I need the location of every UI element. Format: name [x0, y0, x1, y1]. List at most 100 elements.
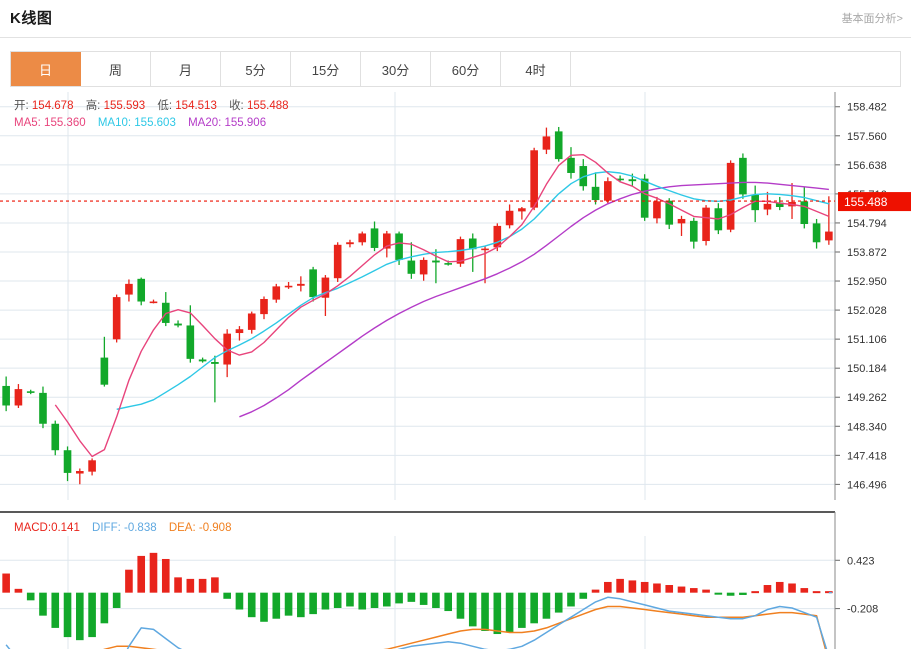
period-tabbar: 日周月 5分 15分 30分 60分 4时 — [10, 51, 901, 87]
macd-histogram-bar — [788, 583, 796, 593]
macd-histogram-bar — [100, 592, 109, 624]
candle-body — [346, 242, 354, 245]
macd-histogram-bar — [579, 592, 588, 599]
macd-histogram-bar — [616, 578, 624, 593]
candle-body — [542, 136, 551, 150]
macd-histogram-bar — [211, 577, 219, 593]
macd-histogram-bar — [419, 592, 428, 605]
candle-body — [14, 389, 23, 406]
candle-body — [505, 210, 514, 226]
macd-histogram-bar — [76, 592, 84, 641]
candle-body — [812, 223, 821, 243]
tab-日[interactable]: 日 — [11, 52, 81, 86]
candle-body — [321, 277, 330, 298]
macd-histogram-bar — [382, 592, 391, 607]
candle-body — [260, 298, 268, 315]
chart-area[interactable]: 158.482157.560156.638155.716154.794153.8… — [0, 88, 911, 649]
candle-body — [616, 178, 624, 181]
tab-5分[interactable]: 5分 — [221, 52, 291, 86]
candle-body — [125, 283, 133, 295]
price-axis-tick: 152.950 — [847, 276, 887, 288]
candle-body — [370, 228, 379, 248]
candle-body — [432, 260, 440, 263]
macd-histogram-bar — [14, 588, 23, 593]
macd-histogram-bar — [223, 592, 231, 599]
macd-histogram-bar — [714, 592, 723, 595]
candle-body — [640, 178, 649, 218]
macd-histogram-bar — [358, 592, 367, 610]
price-axis-tick: 150.184 — [847, 363, 887, 375]
candle-body — [739, 157, 747, 195]
candle-body — [174, 323, 182, 326]
macd-histogram-bar — [640, 581, 649, 593]
macd-histogram-bar — [63, 592, 72, 638]
candle-body — [677, 218, 686, 224]
candle-body — [628, 179, 637, 182]
price-axis-tick: 147.418 — [847, 450, 887, 462]
candle-body — [493, 225, 502, 248]
macd-histogram-bar — [567, 592, 575, 607]
macd-histogram-bar — [161, 558, 170, 593]
candle-body — [530, 150, 538, 208]
candle-body — [26, 391, 35, 393]
tab-月[interactable]: 月 — [151, 52, 221, 86]
candle-body — [39, 392, 47, 424]
macd-histogram-bar — [628, 580, 637, 593]
kline-svg[interactable]: 158.482157.560156.638155.716154.794153.8… — [0, 88, 911, 649]
candle-body — [297, 283, 305, 286]
candle-body — [2, 385, 10, 406]
tab-60分[interactable]: 60分 — [431, 52, 501, 86]
macd-histogram-bar — [235, 592, 244, 610]
tab-30分[interactable]: 30分 — [361, 52, 431, 86]
candle-body — [63, 450, 72, 473]
candle-body — [235, 329, 244, 334]
tab-周[interactable]: 周 — [81, 52, 151, 86]
macd-histogram-bar — [2, 573, 10, 593]
macd-histogram-bar — [321, 592, 330, 610]
macd-histogram-bar — [309, 592, 317, 615]
candle-body — [309, 269, 317, 298]
macd-histogram-bar — [751, 591, 759, 594]
candle-body — [407, 260, 416, 274]
macd-histogram-bar — [39, 592, 47, 616]
candle-body — [775, 202, 784, 207]
diff-line — [5, 596, 828, 649]
macd-histogram-bar — [297, 592, 305, 618]
macd-histogram-bar — [825, 591, 833, 594]
macd-histogram-bar — [198, 578, 207, 593]
candle-body — [198, 359, 207, 362]
macd-histogram-bar — [395, 592, 403, 604]
fundamental-analysis-link[interactable]: 基本面分析> — [841, 13, 903, 25]
candle-body — [653, 201, 661, 219]
macd-axis-tick: -0.208 — [847, 604, 878, 616]
candle-body — [100, 357, 109, 385]
candle-body — [149, 301, 158, 304]
candle-body — [456, 239, 465, 264]
candle-body — [137, 278, 146, 302]
dea-line — [103, 605, 827, 649]
macd-histogram-bar — [604, 581, 612, 593]
candle-body — [800, 201, 809, 225]
candle-body — [554, 131, 563, 160]
page-title: K线图 — [10, 10, 53, 27]
tab-15分[interactable]: 15分 — [291, 52, 361, 86]
candle-body — [591, 186, 600, 201]
price-axis-tick: 153.872 — [847, 247, 887, 259]
price-axis-tick: 151.106 — [847, 334, 887, 346]
current-price-badge-text: 155.488 — [844, 195, 888, 209]
macd-histogram-bar — [812, 591, 821, 594]
macd-histogram-bar — [284, 592, 293, 616]
price-axis-tick: 158.482 — [847, 102, 887, 114]
candle-body — [284, 285, 293, 288]
price-axis-tick: 152.028 — [847, 305, 887, 317]
macd-histogram-bar — [174, 577, 182, 593]
macd-histogram-bar — [333, 592, 342, 608]
candle-body — [726, 162, 735, 230]
macd-histogram-bar — [800, 588, 809, 593]
candle-body — [825, 231, 833, 241]
tab-4时[interactable]: 4时 — [501, 52, 571, 86]
price-axis-tick: 148.340 — [847, 421, 887, 433]
candle-body — [567, 157, 575, 173]
candle-body — [88, 460, 96, 472]
